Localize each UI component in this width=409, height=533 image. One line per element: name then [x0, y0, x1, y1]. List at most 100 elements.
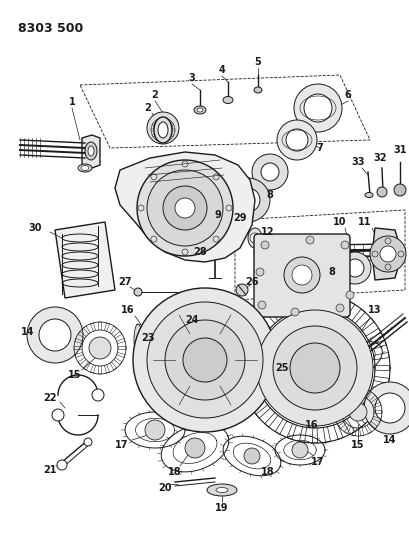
Ellipse shape: [155, 123, 170, 133]
Ellipse shape: [147, 112, 179, 144]
Ellipse shape: [345, 259, 363, 277]
Circle shape: [147, 170, 222, 246]
Ellipse shape: [363, 382, 409, 434]
Ellipse shape: [142, 324, 150, 356]
Text: 12: 12: [261, 227, 274, 237]
Text: 26: 26: [245, 277, 258, 287]
Text: 20: 20: [158, 483, 171, 493]
Text: 17: 17: [310, 457, 324, 467]
Circle shape: [147, 302, 262, 418]
Ellipse shape: [293, 84, 341, 132]
Text: 6: 6: [344, 90, 351, 100]
Text: 11: 11: [357, 217, 371, 227]
Polygon shape: [55, 222, 115, 298]
Text: 19: 19: [215, 503, 228, 513]
Text: 23: 23: [141, 333, 154, 343]
Circle shape: [243, 448, 259, 464]
Circle shape: [89, 337, 111, 359]
Circle shape: [348, 403, 366, 421]
Text: 9: 9: [214, 210, 221, 220]
Ellipse shape: [265, 376, 277, 388]
Ellipse shape: [134, 324, 142, 356]
Polygon shape: [371, 228, 401, 280]
Polygon shape: [82, 135, 100, 168]
Text: 28: 28: [193, 247, 206, 257]
Circle shape: [57, 460, 67, 470]
Ellipse shape: [78, 164, 92, 172]
Circle shape: [182, 338, 227, 382]
Text: 22: 22: [43, 393, 56, 403]
Text: 8: 8: [266, 190, 273, 200]
Ellipse shape: [254, 87, 261, 93]
Ellipse shape: [307, 385, 315, 415]
Text: 30: 30: [28, 223, 42, 233]
Ellipse shape: [39, 319, 71, 351]
Ellipse shape: [85, 142, 97, 160]
Circle shape: [175, 198, 195, 218]
Text: 31: 31: [392, 145, 406, 155]
Ellipse shape: [157, 122, 168, 138]
Polygon shape: [115, 152, 254, 262]
Ellipse shape: [81, 166, 89, 171]
Circle shape: [283, 257, 319, 293]
Ellipse shape: [207, 484, 236, 496]
Ellipse shape: [315, 385, 323, 415]
Circle shape: [84, 438, 92, 446]
Circle shape: [340, 241, 348, 249]
Text: 4: 4: [218, 65, 225, 75]
Circle shape: [393, 184, 405, 196]
Ellipse shape: [261, 163, 278, 181]
Ellipse shape: [247, 228, 261, 248]
Ellipse shape: [311, 264, 347, 300]
Text: 14: 14: [382, 435, 396, 445]
Text: 8: 8: [328, 267, 335, 277]
Circle shape: [335, 304, 343, 312]
Circle shape: [255, 268, 263, 276]
Text: 17: 17: [115, 440, 128, 450]
Ellipse shape: [319, 272, 339, 292]
Text: 16: 16: [121, 305, 135, 315]
Circle shape: [256, 310, 372, 426]
Text: 15: 15: [351, 440, 364, 450]
Circle shape: [376, 187, 386, 197]
Circle shape: [290, 308, 298, 316]
Text: 24: 24: [185, 315, 198, 325]
Text: 27: 27: [118, 277, 131, 287]
Text: 29: 29: [233, 213, 246, 223]
Circle shape: [369, 236, 405, 272]
Ellipse shape: [338, 252, 370, 284]
Circle shape: [184, 438, 204, 458]
Text: 15: 15: [68, 370, 81, 380]
Text: 25: 25: [274, 363, 288, 373]
Circle shape: [164, 320, 245, 400]
Text: 18: 18: [168, 467, 181, 477]
Circle shape: [249, 233, 259, 243]
Text: 2: 2: [151, 90, 158, 100]
Text: 2: 2: [144, 103, 151, 113]
Text: 14: 14: [21, 327, 35, 337]
Ellipse shape: [154, 117, 172, 143]
Text: 13: 13: [367, 305, 381, 315]
Circle shape: [92, 389, 104, 401]
Circle shape: [291, 265, 311, 285]
Circle shape: [289, 343, 339, 393]
Circle shape: [291, 442, 307, 458]
Ellipse shape: [236, 188, 259, 212]
Circle shape: [345, 291, 353, 299]
Circle shape: [261, 241, 268, 249]
Text: 21: 21: [43, 465, 56, 475]
Ellipse shape: [216, 488, 227, 492]
Text: 7: 7: [316, 143, 323, 153]
Circle shape: [163, 186, 207, 230]
Circle shape: [52, 409, 64, 421]
Circle shape: [257, 301, 265, 309]
Ellipse shape: [157, 324, 166, 356]
FancyBboxPatch shape: [254, 234, 349, 317]
Ellipse shape: [374, 393, 404, 423]
Circle shape: [272, 326, 356, 410]
Ellipse shape: [88, 146, 94, 156]
Circle shape: [145, 420, 164, 440]
Text: 5: 5: [254, 57, 261, 67]
Ellipse shape: [252, 154, 287, 190]
Ellipse shape: [285, 129, 307, 151]
